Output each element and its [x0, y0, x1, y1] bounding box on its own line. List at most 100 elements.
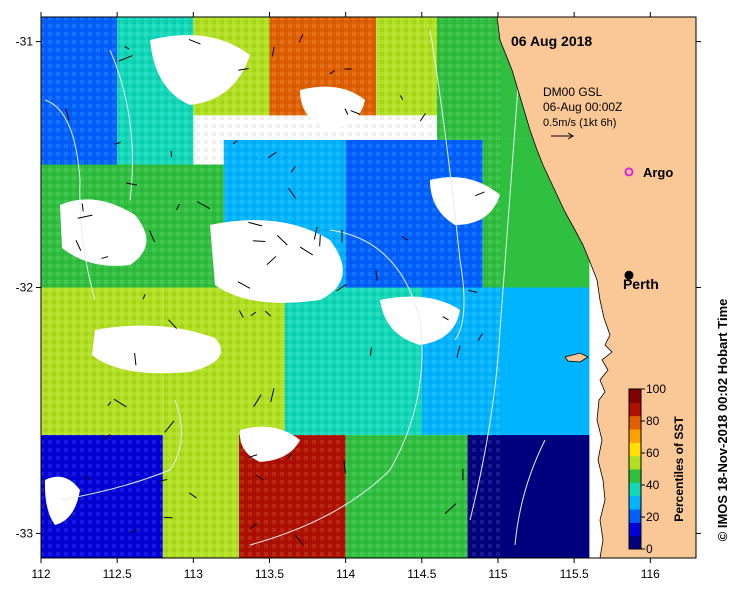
current-vector [113, 398, 127, 408]
rottnest-island [564, 352, 589, 363]
current-vector [189, 492, 197, 499]
current-vector [118, 55, 133, 62]
current-vector [442, 316, 449, 321]
colorbar-tick-label: 40 [646, 478, 660, 492]
current-vector [270, 388, 275, 403]
current-vector [468, 289, 478, 293]
y-tick-label: -32 [16, 281, 34, 295]
current-vector [444, 503, 457, 514]
current-vector [329, 70, 335, 75]
current-vectors [65, 34, 485, 546]
current-vector [252, 240, 266, 242]
x-tick-label: 115.5 [560, 567, 589, 581]
axis-ticks: 112 112.5 113 113.5 114 114.5 115 115.5 116 -31 -3… [16, 12, 701, 581]
colorbar-segment [629, 442, 641, 457]
land-mass [496, 17, 696, 558]
current-vector [81, 203, 84, 212]
current-vector [288, 187, 297, 199]
current-vector [336, 283, 347, 292]
y-tick-label: -31 [16, 35, 34, 49]
current-scale-label: 0.5m/s (1kt 6h) [543, 117, 616, 129]
current-vector [287, 453, 292, 460]
current-vector [399, 95, 404, 100]
x-tick-label: 113.5 [255, 567, 284, 581]
current-vector [129, 529, 138, 534]
current-vector [232, 140, 238, 145]
colorbar: 0 20 40 60 80 100 Percentiles of SST [628, 382, 686, 556]
current-vector [103, 434, 111, 440]
x-tick-label: 114 [336, 567, 355, 581]
current-vector [290, 165, 296, 173]
current-vector [124, 46, 130, 50]
current-vector [196, 201, 210, 209]
current-vector [375, 269, 378, 282]
current-vector [188, 38, 201, 45]
colorbar-frame [628, 388, 642, 550]
current-vector [299, 246, 314, 256]
current-vector [475, 191, 485, 197]
current-vector [268, 151, 277, 159]
current-time-label: 06-Aug 00:00Z [543, 100, 622, 114]
current-vector [255, 474, 265, 481]
colorbar-segment [629, 522, 641, 537]
current-vector [266, 256, 277, 266]
current-vector [75, 240, 82, 251]
current-vector [477, 333, 483, 341]
colorbar-segment [629, 402, 641, 417]
current-vector [142, 294, 146, 300]
current-vector [369, 347, 372, 357]
x-tick-label: 112 [31, 567, 50, 581]
colorbar-segment [629, 429, 641, 443]
current-vector [253, 394, 262, 408]
colorbar-tick-label: 20 [646, 510, 660, 524]
current-vector [168, 319, 177, 329]
perth-label: Perth [623, 276, 659, 292]
current-vector [276, 235, 288, 246]
current-vector [77, 214, 93, 219]
perth-marker-icon [624, 270, 634, 280]
colorbar-segment [629, 469, 641, 483]
current-vector [250, 311, 257, 317]
colorbar-tick-label: 80 [646, 414, 660, 428]
colorbar-ticks: 0 20 40 60 80 100 [641, 382, 666, 556]
x-tick-label: 115 [488, 567, 507, 581]
current-vector [401, 236, 409, 241]
current-vector [343, 460, 347, 474]
current-vector [164, 420, 175, 433]
current-vector [456, 345, 461, 358]
x-tick-label: 116 [641, 567, 660, 581]
y-tick-label: -33 [16, 526, 34, 540]
current-vector [65, 108, 70, 121]
current-vector [319, 234, 321, 247]
colorbar-segments [629, 389, 641, 550]
current-vector [83, 476, 90, 480]
current-vector [114, 141, 121, 145]
colorbar-segment [629, 495, 641, 510]
colorbar-title: Percentiles of SST [672, 416, 686, 522]
colorbar-segment [629, 509, 641, 523]
colorbar-segment [629, 455, 641, 470]
current-vector [294, 534, 304, 546]
current-vector [239, 310, 244, 318]
x-tick-label: 113 [184, 567, 203, 581]
current-vector [248, 221, 263, 227]
current-vector [313, 226, 318, 240]
current-vector [247, 454, 258, 459]
current-vector [249, 522, 258, 530]
colorbar-tick-label: 0 [646, 542, 653, 556]
argo-label: Argo [643, 165, 673, 180]
date-label: 06 Aug 2018 [511, 33, 592, 49]
current-vector [350, 110, 361, 115]
current-vector [271, 46, 275, 57]
current-vector [264, 310, 272, 317]
argo-marker-icon [624, 167, 634, 177]
current-vector [149, 230, 155, 243]
current-vector [238, 67, 249, 71]
current-scale-arrow-icon [551, 132, 574, 140]
colorbar-segment [629, 415, 641, 430]
colorbar-tick-label: 60 [646, 446, 660, 460]
colorbar-segment [629, 389, 641, 403]
current-vector [298, 34, 304, 43]
